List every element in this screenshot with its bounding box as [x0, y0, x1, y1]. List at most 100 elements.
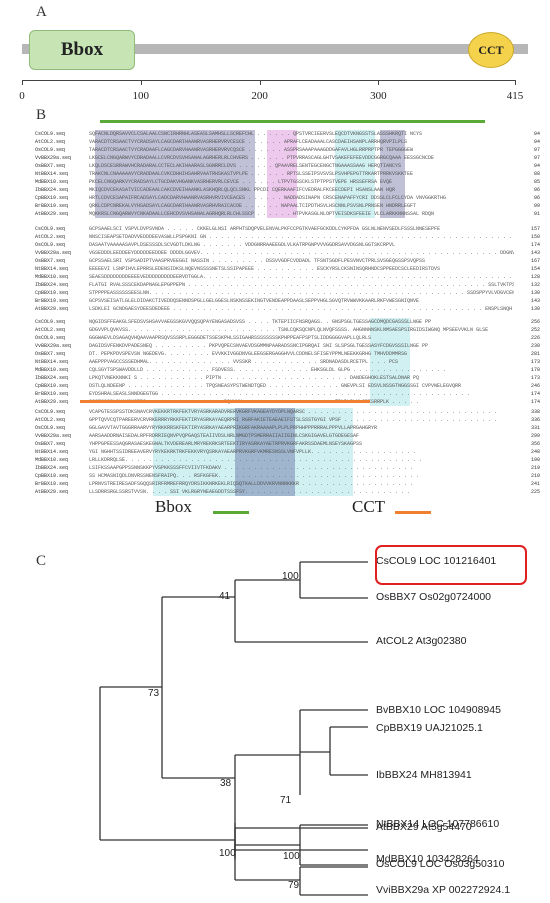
alignment-row: OsCOL9.seq TARACDTCRSAACTVYCRADAAFLCAGCDA… — [35, 146, 540, 154]
sequence-residues: TARACDTCRSAACTVYCRADAAFLCAGCDARVHAANRVAS… — [89, 147, 414, 153]
alignment-row: AtCOL2.seq NNSCISEAPSETDADVVEDDDEEVASWLLP… — [35, 233, 540, 241]
scale-tick-label: 0 — [19, 90, 25, 102]
alignment-row: OsBBX7.seq YHPPGPEESSAQGRASAESKEGNALTKVDE… — [35, 440, 540, 448]
sequence-name: AtBBX29.seq — [35, 489, 69, 495]
sequence-position: 248 — [530, 449, 540, 455]
sequence-position: 85 — [533, 179, 540, 185]
alignment-row: VvBBX29a.seq AARSAADDRNAISEDALRPFRDRRIEQN… — [35, 432, 540, 440]
sequence-name: AtCOL2.seq — [35, 234, 66, 240]
legend-cct-line — [395, 511, 431, 514]
alignment-row: VvBBX29a.seq LKGCELCNGQARWVYCDRADAALLCVRC… — [35, 154, 540, 162]
sequence-position: 91 — [533, 211, 540, 217]
scale-tick-label: 300 — [370, 90, 387, 102]
sequence-name: OsBBX7.seq — [35, 163, 66, 169]
sequence-residues: VGSEDDDLEEDDEEYDDDDDEEDDEE DDDDLGGVEV. .… — [89, 250, 514, 256]
alignment-row: CpBBX19.seq HRTLCDVCESAPAIFRCADSAYLCADCDA… — [35, 194, 540, 202]
sequence-name: AtCOL2.seq — [35, 139, 66, 145]
sequence-residues: GGGWAEVLDSAGAQVHQAAVAAPRSQVSSSRPLEGGGDET… — [89, 335, 372, 341]
cct-region-bar — [80, 400, 370, 403]
sequence-name: AtBBX29.seq — [35, 211, 69, 217]
sequence-residues: MKIQCDVCEKASATVICCADEAALCAKCDVEIHAANKLAS… — [89, 187, 396, 193]
sequence-position: 336 — [530, 417, 540, 423]
alignment-row: NtBBX14.seq TRAKCNLCNAAAAAVYCRADDAALCVKCD… — [35, 170, 540, 178]
alignment-row: BrBBX19.seq GCPSVSEISATLGLELDIDAKCTIVEDDQ… — [35, 297, 540, 305]
sequence-residues: PKCELCNGQARKVYCRADSAYLCTGCDAKVHGANKVASRH… — [89, 179, 393, 185]
sequence-position: 132 — [530, 282, 540, 288]
sequence-name: BrBBX19.seq — [35, 391, 69, 397]
sequence-residues: AARSAADDRNAISEDALRPFRDRRIEQNVPVQPGAQSTEA… — [89, 433, 360, 439]
sequence-name: IbBBX24.seq — [35, 282, 69, 288]
sequence-position: 94 — [533, 163, 540, 169]
conservation-shading — [153, 408, 353, 496]
taxon-label: CpBBX19 UAJ21025.1 — [376, 722, 483, 734]
sequence-residues: DSTLQLNDEENP . . . . . . . . . . . . . T… — [89, 383, 462, 389]
alignment-row: BrBBX19.seq LPRNVSTREIRESADFSGQQSRIRFRMRE… — [35, 480, 540, 488]
bootstrap-value: 100 — [283, 851, 300, 862]
sequence-name: NtBBX14.seq — [35, 266, 69, 272]
sequence-position: 225 — [530, 489, 540, 495]
sequence-position: 190 — [530, 457, 540, 463]
scale-tick — [22, 80, 23, 85]
alignment-row: OsBBX7.seq GCPSSAELSRI VSPSADIPTVAASPRVEE… — [35, 257, 540, 265]
sequence-residues: VARACDTCRSAACTVYCRADSAYLCAGCDARIHAANRVAS… — [89, 139, 408, 145]
sequence-name: AtBBX29.seq — [35, 306, 69, 312]
conservation-shading — [370, 318, 410, 406]
alignment-row: CsCOL9.seq NQGIDSFFEAKGLSFEDSVSHSAVVAEGSS… — [35, 318, 540, 326]
cct-domain: CCT — [468, 32, 514, 68]
alignment-row: IbBBX24.seq LPKQTVNEKKNNKI S . . . . . . … — [35, 374, 540, 382]
sequence-residues: YGI NGHHTSSIDREEAVERVYRYKEKRKTRKFEKKVRYQ… — [89, 449, 417, 455]
alignment-row: MdBBX10.seq PKCELCNGQARKVYCRADSAYLCTGCDAK… — [35, 178, 540, 186]
alignment-row: OsCOL9.seq GGGWAEVLDSAGAQVHQAAVAAPRSQVSSS… — [35, 334, 540, 342]
conservation-shading — [335, 130, 375, 218]
protein-track — [22, 44, 528, 54]
sequence-position: 241 — [530, 481, 540, 487]
scale-tick — [378, 80, 380, 85]
legend-cct-label: CCT — [352, 497, 386, 516]
alignment-row: NtBBX14.seq AAEPPPVAGCCSSSEDHMAL. . . . .… — [35, 358, 540, 366]
sequence-name: OsCOL9.seq — [35, 147, 66, 153]
alignment-row: AtBBX29.seq LLSDRRSRGLSSRSTVVSN. . . . SS… — [35, 488, 540, 496]
sequence-position: 99 — [533, 203, 540, 209]
sequence-position: 174 — [530, 242, 540, 248]
sequence-position: 281 — [530, 351, 540, 357]
sequence-position: 143 — [530, 250, 540, 256]
alignment-row: CpBBX19.seq SS HCMASNIQDLDNVRSSNENSFRAIPQ… — [35, 472, 540, 480]
scale-tick — [140, 80, 142, 85]
bootstrap-value: 100 — [282, 571, 299, 582]
alignment-row: VvBBX29a.seq VGSEDDDLEEDDEEYDDDDDEEDDEE D… — [35, 249, 540, 257]
sequence-name: MdBBX10.seq — [35, 274, 69, 280]
sequence-name: OsBBX7.seq — [35, 441, 66, 447]
sequence-residues: VCAPGTESSPSSTDKSNAVCRVKEKKRTRKFEKTVRYASR… — [89, 409, 498, 415]
sequence-name: IbBBX24.seq — [35, 465, 69, 471]
sequence-name: VvBBX29a.seq — [35, 155, 72, 161]
sequence-residues: HRTLCDVCESAPAIFRCADSAYLCADCDARVHAANRVASR… — [89, 195, 447, 201]
sequence-residues: EYDSHRALSEASLSNNDGEGTGG . . . . . . . . … — [89, 391, 471, 397]
taxon-label: AtBBX29 At5g54470 — [376, 821, 472, 833]
sequence-position: 226 — [530, 335, 540, 341]
sequence-position: 150 — [530, 234, 540, 240]
alignment-row: BrBBX19.seq QRKLCDPCNREKALVYHSADSAYLCAGCD… — [35, 202, 540, 210]
sequence-name: CsCOL9.seq — [35, 319, 66, 325]
legend-bbox-label: Bbox — [155, 497, 192, 516]
alignment-row: MdBBX10.seq LRLLKDRRQLSE. . . . . . . . .… — [35, 456, 540, 464]
alignment-row: OsCOL9.seq GGLGAVVTAVTGGGRRAARVYRYRKKRRSK… — [35, 424, 540, 432]
scale-tick — [515, 80, 516, 85]
sequence-position: 96 — [533, 187, 540, 193]
sequence-name: NtBBX14.seq — [35, 449, 69, 455]
sequence-residues: LKGCELCNGQARWVYCDRADAALLCVRCDVSVHSANALAG… — [89, 155, 435, 161]
alignment-row: OsBBX7.seq LKQLDSCESRRAWVHCRADARALCCTECLA… — [35, 162, 540, 170]
conservation-shading — [215, 130, 255, 218]
sequence-position: 88 — [533, 171, 540, 177]
alignment-row: AtCOL2.seq VARACDTCRSAACTVYCRADSAYLCAGCDA… — [35, 138, 540, 146]
bootstrap-value: 41 — [219, 591, 231, 602]
alignment-row: CsCOL9.seq GCPSAAELSCI VSPVLDVPSVNDA . . … — [35, 225, 540, 233]
sequence-name: CsCOL9.seq — [35, 409, 66, 415]
alignment-row: OsBBX7.seq DT. PEPKPDVSPEVSN NGEDEVG. . .… — [35, 350, 540, 358]
sequence-residues: LPRNVSTREIRESADFSGQQSRIRFRMREFRRQYDRSIKK… — [89, 481, 414, 487]
alignment-row: MdBBX10.seq SEAESDDDDDDDDEEEEVEDDDDDDDDDE… — [35, 273, 540, 281]
sequence-name: OsBBX7.seq — [35, 351, 66, 357]
sequence-position: 331 — [530, 425, 540, 431]
sequence-name: BrBBX19.seq — [35, 298, 69, 304]
sequence-residues: MQKKRSLCNGQARWVYCNKADAALLCEHCDVSVHSANALA… — [89, 211, 435, 217]
sequence-residues: LSIFKSSAAPGPPSSNNSKKPYVSPKKSSSFFCVIIVTFK… — [89, 465, 414, 471]
